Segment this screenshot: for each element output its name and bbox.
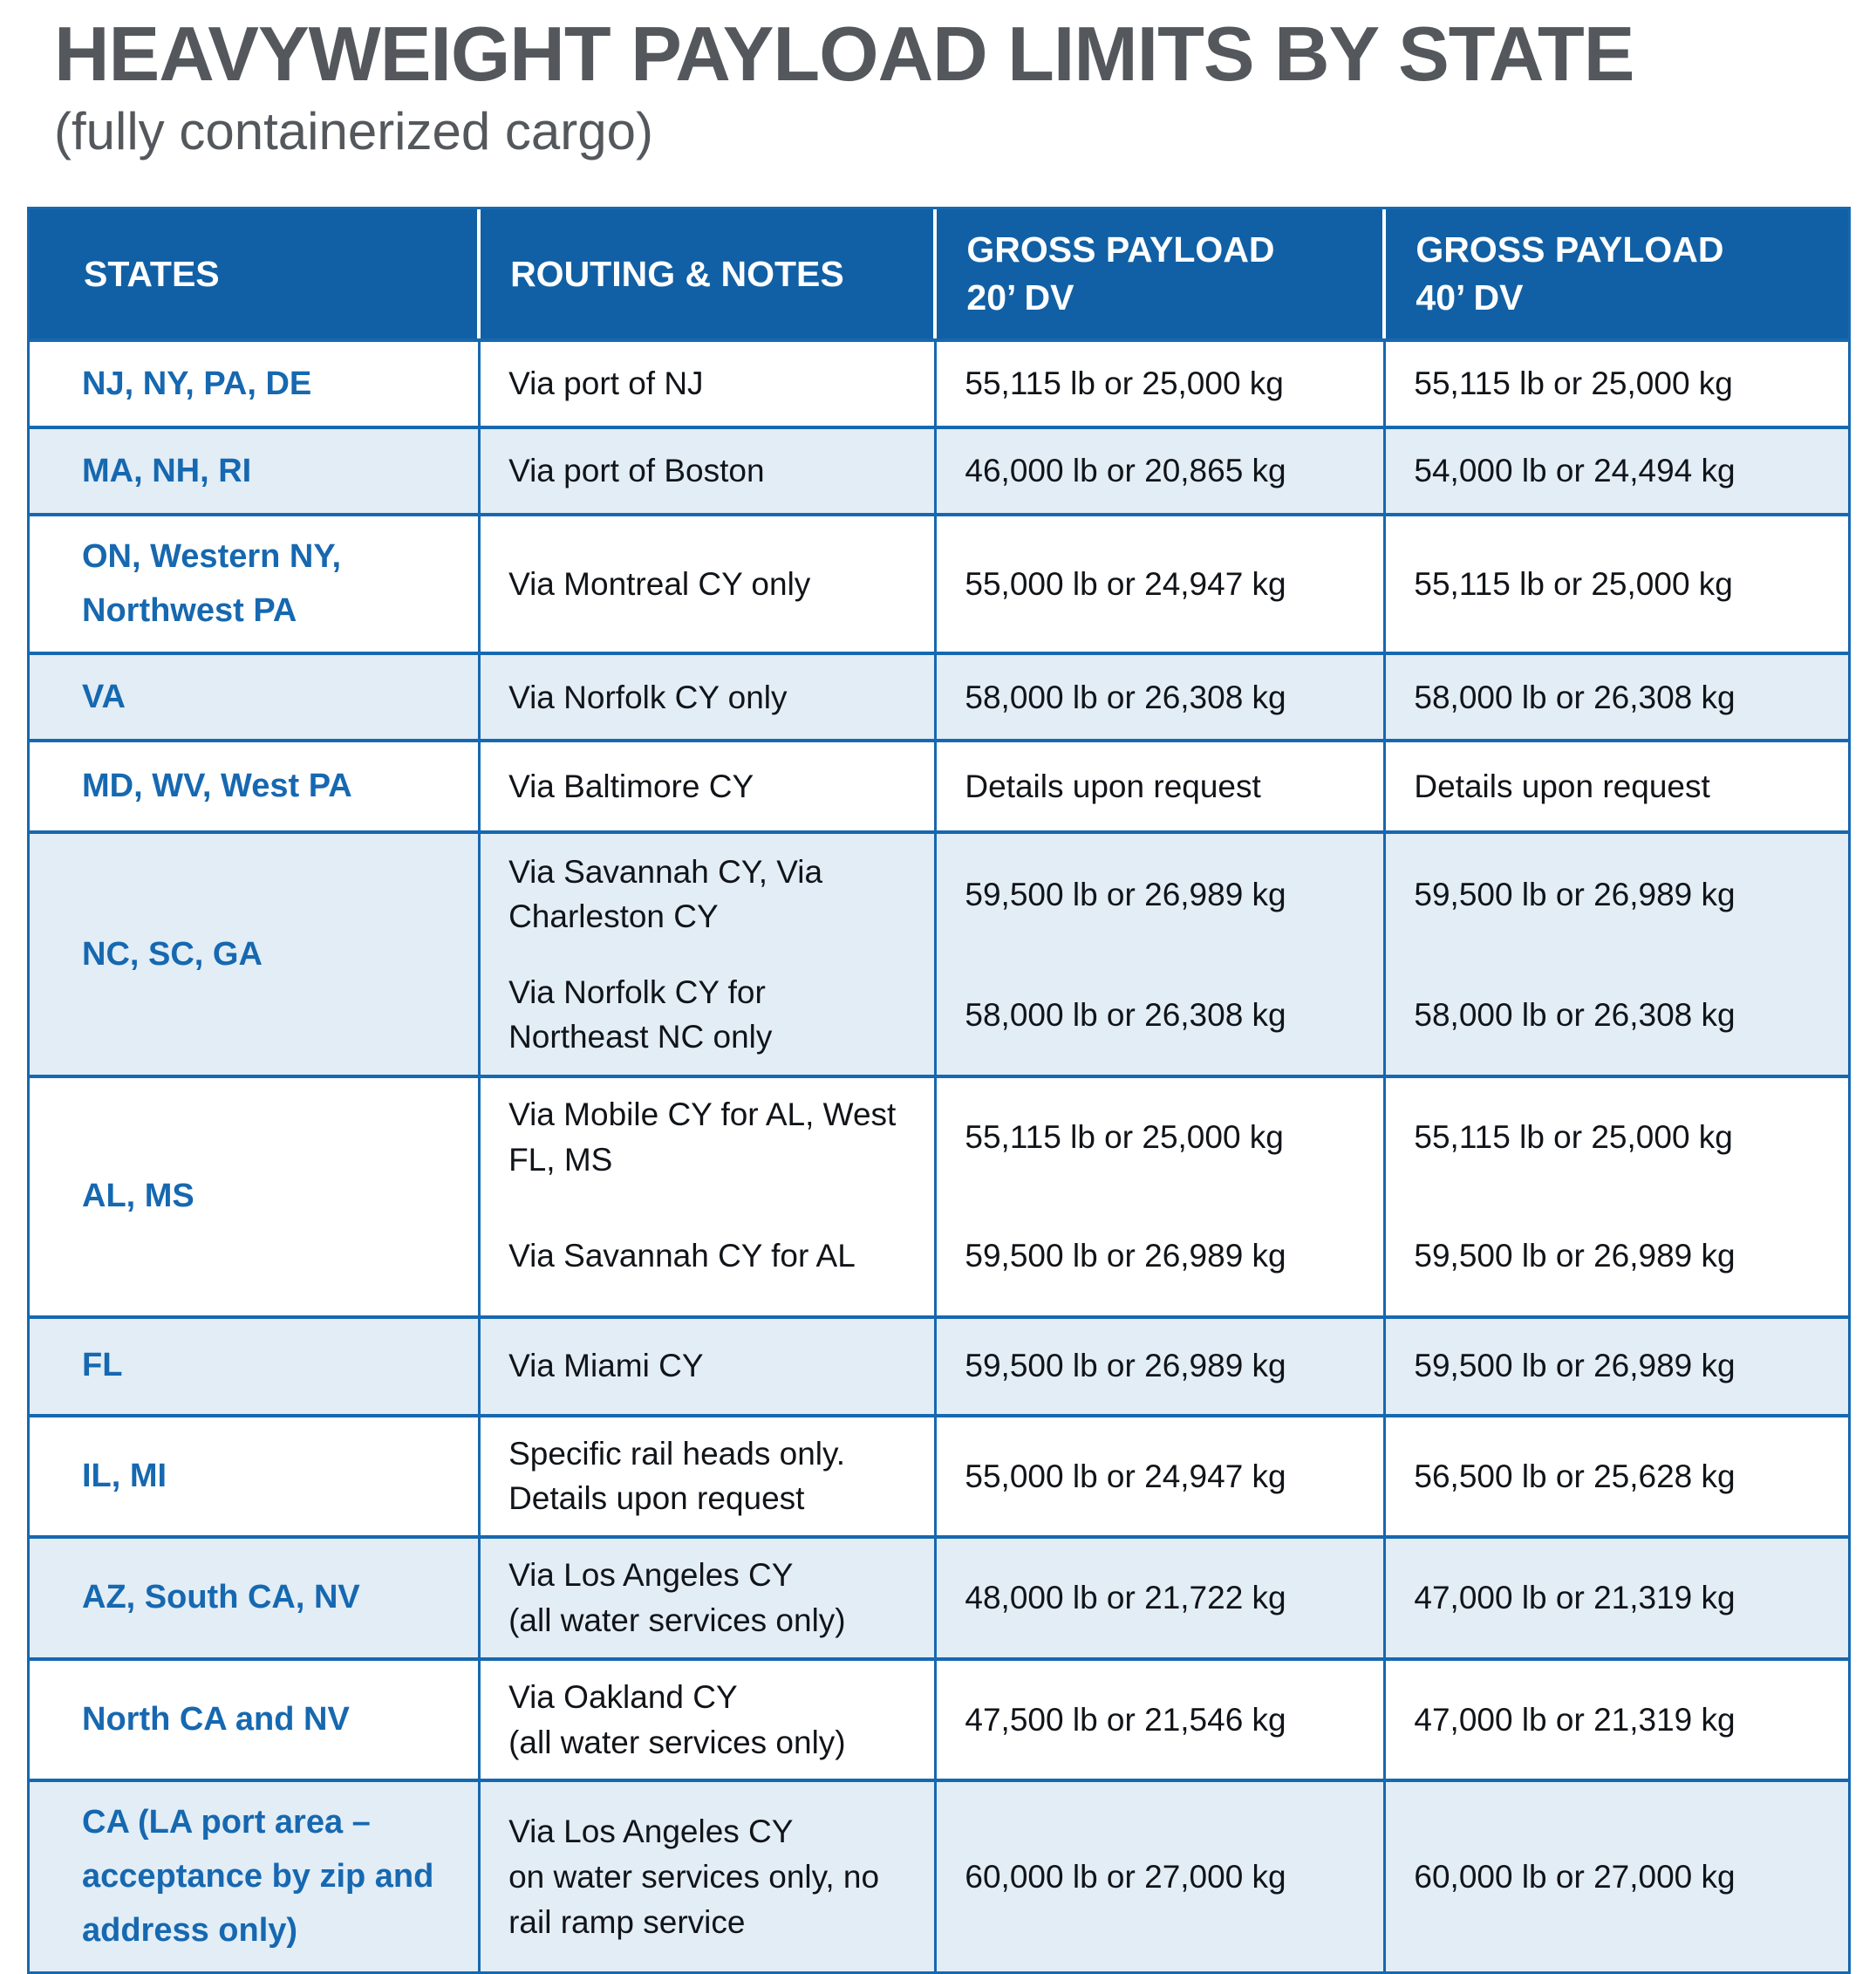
states-cell: NC, SC, GA [30,834,481,1076]
title-block: HEAVYWEIGHT PAYLOAD LIMITS BY STATE (ful… [0,0,1876,161]
payload-20-cell: 55,115 lb or 25,000 kg [937,342,1387,427]
table-row: AZ, South CA, NV Via Los Angeles CY (all… [30,1535,1848,1657]
payload-40-cell: 59,500 lb or 26,989 kg [1414,1348,1736,1384]
routing-cell: Via Norfolk CY for Northeast NC only [481,954,938,1076]
routing-cell: Via Baltimore CY [481,742,938,831]
states-cell: FL [30,1318,481,1414]
payload-20-cell: 59,500 lb or 26,989 kg [937,834,1387,955]
payload-20-cell: 46,000 lb or 20,865 kg [937,429,1387,514]
table-row: VA Via Norfolk CY only 58,000 lb or 26,3… [30,652,1848,740]
payload-40-cell: Details upon request [1414,768,1710,805]
routing-cell: Via Savannah CY for AL [481,1197,938,1315]
routing-cell: Via Los Angeles CY (all water services o… [481,1539,938,1657]
table-row: NC, SC, GA Via Savannah CY, Via Charlest… [30,830,1848,1076]
payload-40-cell: 60,000 lb or 27,000 kg [1414,1858,1736,1895]
states-cell: AZ, South CA, NV [30,1539,481,1657]
routing-cell: Specific rail heads only. Details upon r… [481,1417,938,1536]
payload-20-cell: 59,500 lb or 26,989 kg [937,1318,1387,1414]
routing-cell: Via Mobile CY for AL, West FL, MS [481,1078,938,1198]
payload-40-cell: 59,500 lb or 26,989 kg [1414,1237,1736,1274]
column-header-gross-payload-20dv: GROSS PAYLOAD 20’ DV [937,209,1387,339]
payload-40-cell: 58,000 lb or 26,308 kg [1414,679,1736,715]
payload-40-cell: 56,500 lb or 25,628 kg [1414,1458,1736,1494]
column-header-states: STATES [30,209,481,339]
states-cell: MA, NH, RI [30,429,481,514]
payload-20-cell: 55,115 lb or 25,000 kg [937,1078,1387,1198]
payload-20-cell: 48,000 lb or 21,722 kg [937,1539,1387,1657]
states-cell: VA [30,655,481,740]
routing-cell: Via Oakland CY (all water services only) [481,1660,938,1779]
payload-limits-table: STATES ROUTING & NOTES GROSS PAYLOAD 20’… [27,207,1851,1974]
payload-40-cell: 55,115 lb or 25,000 kg [1414,1119,1733,1156]
table-row: MA, NH, RI Via port of Boston 46,000 lb … [30,426,1848,514]
table-row: MD, WV, West PA Via Baltimore CY Details… [30,739,1848,831]
payload-40-cell: 47,000 lb or 21,319 kg [1414,1701,1736,1738]
routing-cell: Via Savannah CY, Via Charleston CY [481,834,938,955]
payload-40-cell: 59,500 lb or 26,989 kg [1414,876,1736,912]
states-cell: NJ, NY, PA, DE [30,342,481,427]
page-subtitle: (fully containerized cargo) [54,102,653,161]
routing-cell: Via port of NJ [481,342,938,427]
states-cell: IL, MI [30,1417,481,1536]
payload-20-cell: 59,500 lb or 26,989 kg [937,1197,1387,1315]
states-cell: AL, MS [30,1078,481,1315]
payload-40-cell: 55,115 lb or 25,000 kg [1414,566,1733,603]
table-row: FL Via Miami CY 59,500 lb or 26,989 kg 5… [30,1315,1848,1414]
payload-40-cell: 58,000 lb or 26,308 kg [1414,996,1736,1033]
table-row: IL, MI Specific rail heads only. Details… [30,1413,1848,1536]
states-cell: ON, Western NY, Northwest PA [30,516,481,652]
states-cell: MD, WV, West PA [30,742,481,831]
payload-20-cell: 55,000 lb or 24,947 kg [937,1417,1387,1536]
payload-20-cell: 58,000 lb or 26,308 kg [937,954,1387,1076]
payload-20-cell: Details upon request [937,742,1387,831]
payload-20-cell: 58,000 lb or 26,308 kg [937,655,1387,740]
table-row: ON, Western NY, Northwest PA Via Montrea… [30,513,1848,652]
column-header-gross-payload-40dv: GROSS PAYLOAD 40’ DV [1416,229,1724,318]
routing-cell: Via Los Angeles CY on water services onl… [481,1782,938,1972]
routing-cell: Via port of Boston [481,429,938,514]
table-row: CA (LA port area – acceptance by zip and… [30,1779,1848,1972]
payload-20-cell: 55,000 lb or 24,947 kg [937,516,1387,652]
states-cell: CA (LA port area – acceptance by zip and… [30,1782,481,1972]
states-cell: North CA and NV [30,1660,481,1779]
table-header-row: STATES ROUTING & NOTES GROSS PAYLOAD 20’… [30,209,1848,339]
table-row: North CA and NV Via Oakland CY (all wate… [30,1656,1848,1779]
routing-cell: Via Norfolk CY only [481,655,938,740]
table-row: AL, MS Via Mobile CY for AL, West FL, MS… [30,1075,1848,1315]
routing-cell: Via Miami CY [481,1318,938,1414]
routing-cell: Via Montreal CY only [481,516,938,652]
payload-40-cell: 47,000 lb or 21,319 kg [1414,1580,1736,1616]
payload-40-cell: 55,115 lb or 25,000 kg [1414,365,1733,402]
payload-20-cell: 60,000 lb or 27,000 kg [937,1782,1387,1972]
column-header-routing-notes: ROUTING & NOTES [481,209,938,339]
payload-20-cell: 47,500 lb or 21,546 kg [937,1660,1387,1779]
table-row: NJ, NY, PA, DE Via port of NJ 55,115 lb … [30,338,1848,427]
page-title: HEAVYWEIGHT PAYLOAD LIMITS BY STATE [54,10,1635,97]
payload-40-cell: 54,000 lb or 24,494 kg [1414,453,1736,489]
